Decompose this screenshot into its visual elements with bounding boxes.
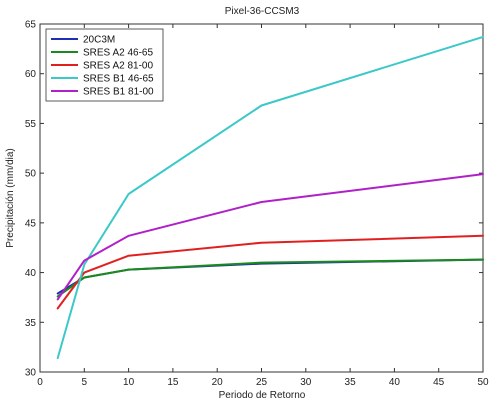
x-tick-label: 35 <box>345 377 357 388</box>
legend-label-sres-b1-46-65: SRES B1 46-65 <box>83 74 154 85</box>
x-axis-title: Periodo de Retorno <box>219 390 306 401</box>
y-tick-label: 60 <box>25 69 37 80</box>
y-tick-label: 50 <box>25 169 37 180</box>
x-tick-label: 0 <box>37 377 43 388</box>
y-tick-label: 45 <box>25 218 37 229</box>
series-line-sres-b1-81-00 <box>56 173 484 301</box>
chart-title: Pixel-36-CCSM3 <box>225 6 300 17</box>
y-tick-label: 40 <box>25 268 37 279</box>
x-axis: 0 5 10 15 20 25 30 35 40 45 50 <box>37 24 489 388</box>
legend: 20C3M SRES A2 46-65 SRES A2 81-00 SRES B1 4… <box>45 28 164 102</box>
x-tick-label: 5 <box>82 377 88 388</box>
legend-label-sres-a2-46-65: SRES A2 46-65 <box>83 48 153 59</box>
legend-label-sres-b1-81-00: SRES B1 81-00 <box>83 87 154 98</box>
x-tick-label: 15 <box>167 377 179 388</box>
x-tick-label: 30 <box>300 377 312 388</box>
legend-label-20c3m: 20C3M <box>83 35 115 46</box>
x-tick-label: 10 <box>123 377 135 388</box>
series-lines <box>56 35 484 360</box>
x-tick-label: 25 <box>256 377 268 388</box>
x-tick-label: 20 <box>212 377 224 388</box>
series-line-sres-b1-46-65 <box>56 35 484 360</box>
y-tick-label: 65 <box>25 20 37 31</box>
series-line-sres-a2-81-00 <box>56 234 484 310</box>
legend-label-sres-a2-81-00: SRES A2 81-00 <box>83 61 153 72</box>
y-tick-label: 35 <box>25 318 37 329</box>
x-tick-label: 40 <box>389 377 401 388</box>
y-tick-label: 55 <box>25 119 37 130</box>
y-axis: 30 35 40 45 50 55 60 65 <box>25 20 483 379</box>
y-axis-title: Precipitación (mm/dia) <box>5 148 16 247</box>
y-tick-label: 30 <box>25 368 37 379</box>
x-tick-label: 45 <box>433 377 445 388</box>
x-tick-label: 50 <box>477 377 489 388</box>
